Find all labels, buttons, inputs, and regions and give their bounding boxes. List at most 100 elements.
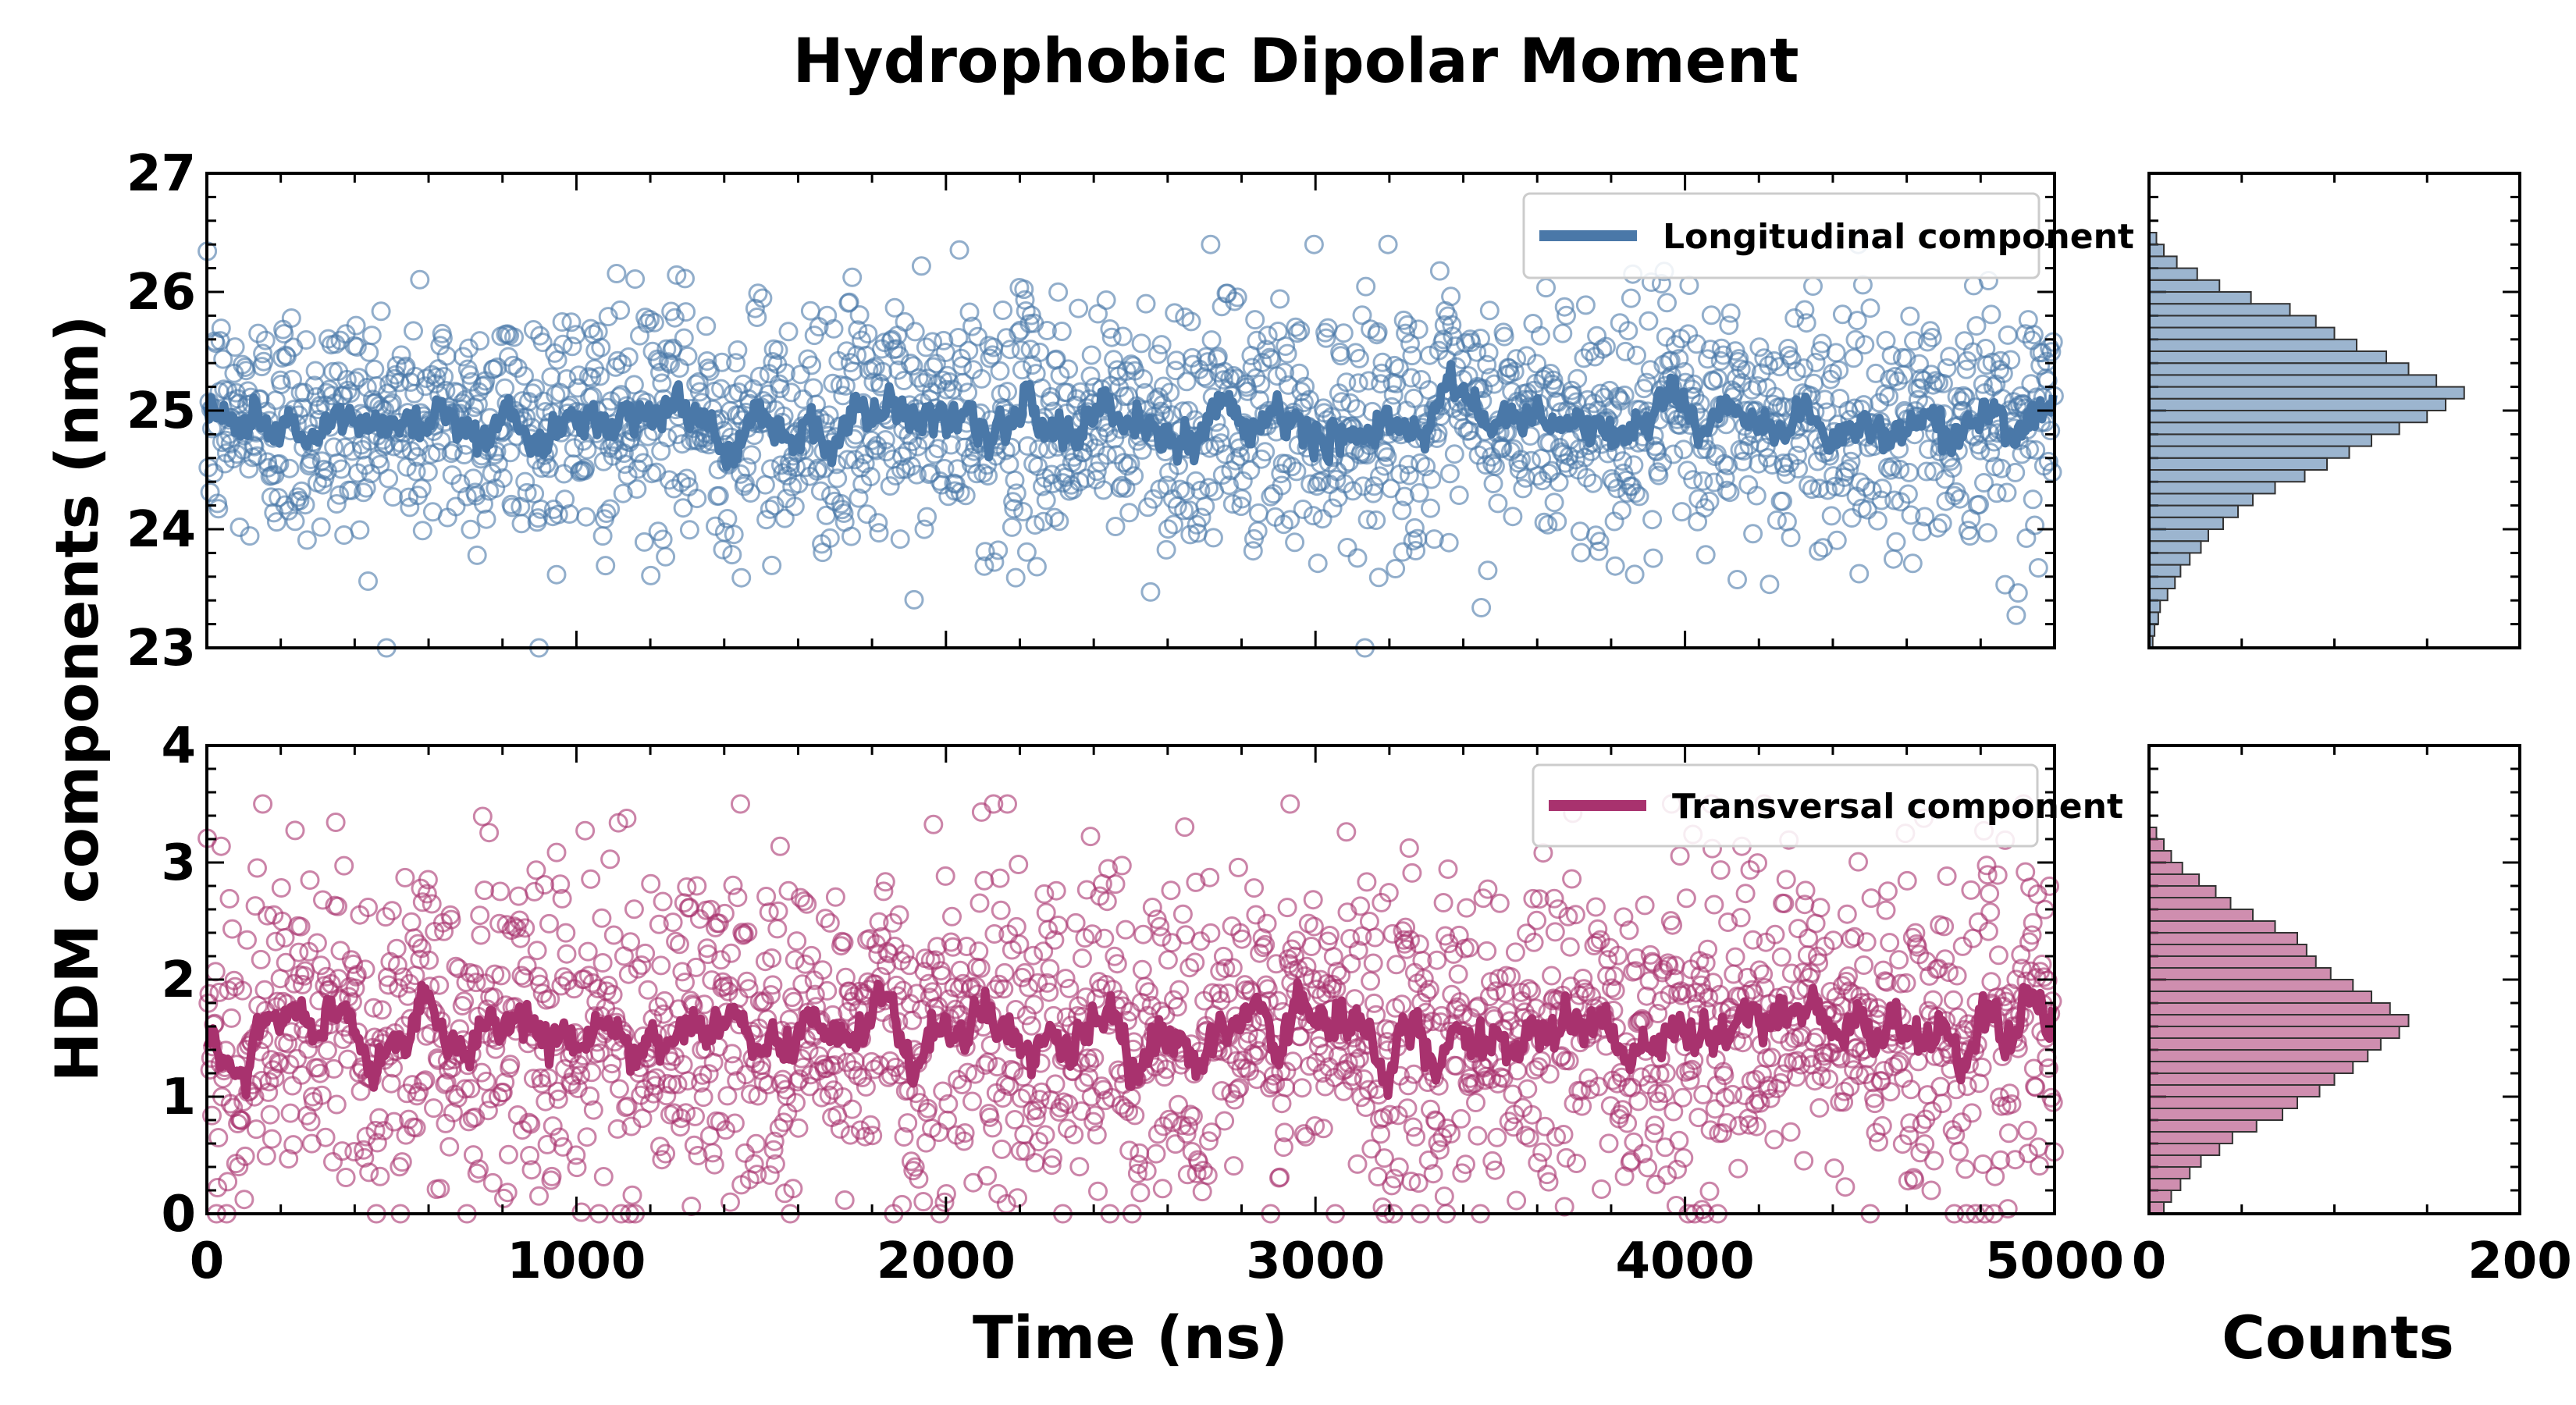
longitudinal-data-point	[1105, 517, 1126, 536]
longitudinal-data-point	[1981, 304, 2001, 325]
transversal-hist-bar	[2148, 1178, 2182, 1191]
transversal-data-point	[260, 1104, 280, 1125]
longitudinal-hist-bar	[2148, 552, 2191, 566]
transversal-hist-bar	[2148, 897, 2232, 910]
longitudinal-data-point	[285, 511, 305, 532]
longitudinal-data-point	[291, 481, 311, 501]
longitudinal-data-point	[628, 459, 648, 479]
transversal-hist-bar	[2148, 1072, 2336, 1086]
longitudinal-data-point	[1670, 415, 1690, 436]
longitudinal-data-point	[1151, 335, 1172, 355]
longitudinal-data-point	[1098, 423, 1118, 443]
longitudinal-data-point	[1615, 341, 1635, 361]
transversal-data-point	[395, 867, 415, 887]
longitudinal-data-point	[577, 439, 597, 460]
transversal-hist-bar	[2148, 1108, 2283, 1121]
transversal-data-point	[1921, 1180, 1941, 1200]
longitudinal-data-point	[1565, 450, 1585, 470]
transversal-data-point	[1034, 884, 1055, 904]
longitudinal-data-point	[961, 454, 981, 474]
transversal-data-point	[1834, 1081, 1855, 1101]
longitudinal-data-point	[446, 496, 466, 517]
transversal-data-point	[1835, 1177, 1856, 1197]
longitudinal-data-point	[907, 464, 927, 485]
longitudinal-data-point	[2016, 528, 2037, 548]
longitudinal-data-point	[334, 525, 354, 545]
longitudinal-data-point	[1674, 361, 1695, 382]
longitudinal-data-point	[1441, 286, 1461, 307]
longitudinal-data-point	[884, 297, 905, 318]
longitudinal-data-point	[1621, 288, 1641, 308]
longitudinal-data-point	[1156, 539, 1176, 560]
longitudinal-data-point	[667, 265, 687, 285]
longitudinal-data-point	[1131, 333, 1151, 354]
transversal-data-point	[1466, 1093, 1485, 1112]
longitudinal-data-point	[1286, 461, 1307, 482]
longitudinal-data-point	[1438, 306, 1458, 326]
transversal-data-point	[2017, 1120, 2037, 1140]
longitudinal-y-tick-label: 23	[126, 620, 196, 678]
transversal-data-point	[1023, 945, 1044, 966]
longitudinal-data-point	[1101, 327, 1122, 347]
longitudinal-data-point	[1669, 349, 1689, 369]
transversal-hist-bar	[2148, 838, 2165, 852]
longitudinal-data-point	[1363, 483, 1383, 503]
transversal-hist-bar	[2148, 1002, 2391, 1016]
longitudinal-data-point	[1919, 439, 1938, 460]
longitudinal-data-point	[1016, 542, 1037, 562]
longitudinal-data-point	[824, 318, 844, 339]
longitudinal-data-point	[1530, 325, 1550, 346]
longitudinal-data-point	[1613, 451, 1633, 471]
longitudinal-data-point	[1479, 301, 1500, 321]
longitudinal-data-point	[560, 504, 579, 524]
longitudinal-data-point	[329, 485, 350, 505]
longitudinal-data-point	[426, 367, 447, 387]
longitudinal-data-point	[1554, 297, 1574, 317]
transversal-data-point	[820, 912, 840, 933]
transversal-data-point	[253, 794, 273, 814]
longitudinal-data-point	[407, 446, 427, 467]
longitudinal-hist-bar	[2148, 457, 2328, 471]
transversal-data-point	[219, 888, 240, 909]
transversal-data-point	[1224, 1156, 1244, 1176]
longitudinal-data-point	[1340, 393, 1361, 413]
longitudinal-data-point	[213, 349, 233, 369]
longitudinal-data-point	[1977, 523, 1998, 543]
transversal-data-point	[246, 1119, 266, 1140]
transversal-data-point	[1434, 1186, 1454, 1207]
longitudinal-data-point	[532, 333, 553, 353]
longitudinal-y-tick-label: 24	[126, 501, 196, 559]
longitudinal-data-point	[923, 357, 944, 377]
transversal-y-tick-label: 3	[161, 834, 196, 892]
longitudinal-data-point	[279, 458, 300, 478]
transversal-data-point	[1072, 948, 1092, 969]
longitudinal-data-point	[1011, 340, 1031, 361]
longitudinal-data-point	[1485, 456, 1505, 476]
transversal-data-point	[575, 820, 596, 841]
longitudinal-data-point	[266, 512, 286, 532]
longitudinal-data-point	[1821, 506, 1841, 526]
transversal-data-point	[1438, 859, 1458, 879]
longitudinal-data-point	[523, 320, 543, 340]
longitudinal-data-point	[776, 363, 795, 383]
longitudinal-hist-bar	[2148, 445, 2350, 459]
longitudinal-data-point	[253, 343, 273, 364]
longitudinal-data-point	[1282, 457, 1302, 477]
transversal-data-point	[1055, 969, 1076, 989]
longitudinal-data-point	[1997, 482, 2017, 503]
transversal-data-point	[301, 1112, 321, 1132]
longitudinal-data-point	[1557, 305, 1576, 325]
transversal-data-point	[1105, 874, 1126, 895]
longitudinal-data-point	[1353, 476, 1373, 496]
transversal-data-point	[1876, 900, 1896, 920]
longitudinal-data-point	[1255, 442, 1276, 462]
longitudinal-data-point	[1021, 305, 1041, 325]
longitudinal-data-point	[1471, 329, 1490, 348]
longitudinal-data-point	[1543, 370, 1564, 390]
transversal-data-point	[1130, 1183, 1151, 1203]
transversal-data-point	[1837, 904, 1857, 924]
longitudinal-data-point	[1404, 518, 1425, 538]
x-tick-label: 2000	[877, 1232, 1016, 1290]
longitudinal-data-point	[1356, 276, 1376, 297]
